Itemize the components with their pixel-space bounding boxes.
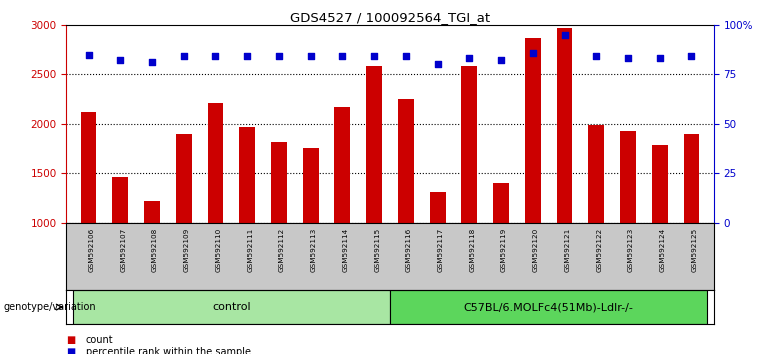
Bar [588, 125, 604, 223]
Bar [620, 131, 636, 223]
Point [590, 54, 602, 59]
Point [146, 59, 158, 65]
Text: GSM592115: GSM592115 [374, 228, 380, 272]
Text: GSM592125: GSM592125 [692, 228, 697, 272]
Bar [271, 142, 287, 223]
Text: control: control [212, 302, 250, 312]
Text: GSM592106: GSM592106 [88, 228, 94, 272]
Text: GSM592118: GSM592118 [470, 228, 475, 272]
Text: GSM592113: GSM592113 [310, 228, 317, 272]
Bar [366, 67, 382, 223]
Bar [144, 201, 160, 223]
Text: GSM592122: GSM592122 [596, 228, 602, 272]
Bar [652, 145, 668, 223]
Point [241, 54, 254, 59]
Point [399, 54, 412, 59]
Point [336, 54, 349, 59]
Text: GSM592116: GSM592116 [406, 228, 412, 272]
Text: C57BL/6.MOLFc4(51Mb)-Ldlr-/-: C57BL/6.MOLFc4(51Mb)-Ldlr-/- [464, 302, 633, 312]
Text: count: count [86, 335, 113, 345]
Bar [207, 103, 223, 223]
Bar [398, 99, 414, 223]
Point [431, 62, 444, 67]
Bar [683, 134, 700, 223]
Text: GSM592114: GSM592114 [342, 228, 349, 272]
Text: GSM592108: GSM592108 [152, 228, 158, 272]
Text: GSM592121: GSM592121 [565, 228, 570, 272]
Point [368, 54, 381, 59]
Bar [303, 148, 318, 223]
Bar [239, 127, 255, 223]
Bar [335, 107, 350, 223]
Bar [557, 28, 573, 223]
Title: GDS4527 / 100092564_TGI_at: GDS4527 / 100092564_TGI_at [290, 11, 490, 24]
Point [114, 58, 126, 63]
Point [686, 54, 698, 59]
Point [558, 32, 571, 38]
Point [209, 54, 222, 59]
Text: genotype/variation: genotype/variation [4, 302, 97, 312]
Bar [112, 177, 128, 223]
Text: GSM592124: GSM592124 [660, 228, 666, 272]
Text: GSM592111: GSM592111 [247, 228, 254, 272]
Text: percentile rank within the sample: percentile rank within the sample [86, 347, 251, 354]
Bar [390, 290, 707, 324]
Point [526, 50, 539, 55]
Text: GSM592117: GSM592117 [438, 228, 444, 272]
Point [495, 58, 507, 63]
Text: GSM592110: GSM592110 [215, 228, 222, 272]
Point [178, 54, 190, 59]
Point [304, 54, 317, 59]
Point [622, 56, 634, 61]
Text: ■: ■ [66, 347, 76, 354]
Point [463, 56, 476, 61]
Point [273, 54, 285, 59]
Text: GSM592112: GSM592112 [279, 228, 285, 272]
Point [654, 56, 666, 61]
Text: ■: ■ [66, 335, 76, 345]
Bar [493, 183, 509, 223]
Point [82, 52, 94, 57]
Text: GSM592119: GSM592119 [501, 228, 507, 272]
Bar [176, 134, 192, 223]
Text: GSM592107: GSM592107 [120, 228, 126, 272]
Bar [73, 290, 390, 324]
Text: GSM592109: GSM592109 [184, 228, 190, 272]
Bar [462, 67, 477, 223]
Bar [525, 38, 541, 223]
Text: GSM592120: GSM592120 [533, 228, 539, 272]
Bar [80, 112, 97, 223]
Text: GSM592123: GSM592123 [628, 228, 634, 272]
Bar [430, 192, 445, 223]
